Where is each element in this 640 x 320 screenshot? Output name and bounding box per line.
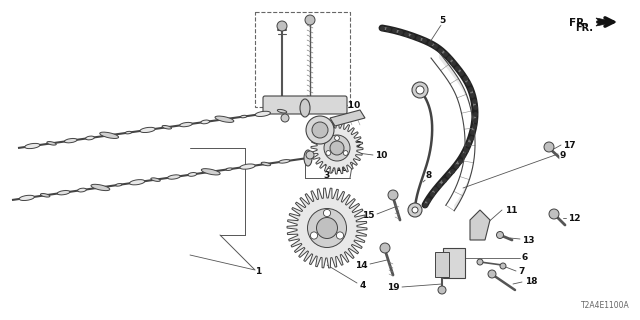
- Circle shape: [326, 151, 331, 156]
- Circle shape: [500, 263, 506, 269]
- Circle shape: [281, 114, 289, 122]
- Text: T2A4E1100A: T2A4E1100A: [581, 301, 630, 310]
- Polygon shape: [287, 188, 367, 268]
- Circle shape: [307, 209, 346, 247]
- Circle shape: [380, 243, 390, 253]
- Ellipse shape: [47, 141, 56, 145]
- Ellipse shape: [40, 194, 50, 197]
- Polygon shape: [470, 210, 490, 240]
- Circle shape: [306, 116, 334, 144]
- Circle shape: [312, 122, 328, 138]
- Text: 12: 12: [568, 213, 580, 222]
- Text: 13: 13: [522, 236, 534, 244]
- Ellipse shape: [240, 164, 255, 169]
- Circle shape: [305, 15, 315, 25]
- Text: 14: 14: [355, 260, 368, 269]
- Ellipse shape: [304, 150, 312, 166]
- Polygon shape: [311, 122, 363, 174]
- Circle shape: [412, 82, 428, 98]
- Bar: [443, 248, 465, 278]
- Ellipse shape: [129, 180, 145, 185]
- Ellipse shape: [140, 127, 156, 132]
- Circle shape: [497, 231, 504, 238]
- Ellipse shape: [77, 188, 86, 192]
- Text: 16: 16: [335, 164, 348, 172]
- Circle shape: [544, 142, 554, 152]
- Text: E-10: E-10: [338, 100, 360, 109]
- Ellipse shape: [202, 169, 220, 175]
- Circle shape: [388, 190, 398, 200]
- Ellipse shape: [255, 111, 271, 116]
- Text: 17: 17: [563, 140, 575, 149]
- Bar: [435, 252, 449, 277]
- Circle shape: [335, 136, 339, 140]
- Ellipse shape: [125, 131, 132, 134]
- Text: 8: 8: [426, 171, 432, 180]
- Ellipse shape: [151, 178, 160, 181]
- Text: 15: 15: [362, 211, 375, 220]
- Circle shape: [317, 218, 337, 238]
- Ellipse shape: [162, 125, 172, 129]
- Circle shape: [408, 203, 422, 217]
- Circle shape: [438, 286, 446, 294]
- Circle shape: [330, 141, 344, 155]
- Circle shape: [324, 135, 350, 161]
- Ellipse shape: [277, 109, 287, 113]
- Ellipse shape: [261, 162, 271, 166]
- Ellipse shape: [57, 190, 70, 195]
- Text: FR.: FR.: [575, 23, 593, 33]
- Circle shape: [277, 21, 287, 31]
- Ellipse shape: [116, 184, 122, 186]
- Circle shape: [343, 151, 348, 156]
- Ellipse shape: [201, 120, 209, 124]
- Circle shape: [310, 232, 317, 239]
- Text: 7: 7: [518, 268, 524, 276]
- Text: 3: 3: [324, 171, 330, 180]
- Text: 4: 4: [360, 281, 366, 290]
- Circle shape: [323, 209, 331, 217]
- Text: 10: 10: [375, 150, 387, 159]
- Text: 11: 11: [505, 205, 518, 214]
- Ellipse shape: [300, 99, 310, 117]
- Circle shape: [306, 151, 314, 159]
- Ellipse shape: [180, 123, 193, 127]
- Ellipse shape: [215, 116, 234, 122]
- Text: 1: 1: [255, 268, 261, 276]
- Text: 18: 18: [525, 277, 538, 286]
- Ellipse shape: [19, 195, 35, 201]
- Ellipse shape: [241, 115, 247, 118]
- Text: FR.: FR.: [568, 18, 588, 28]
- Text: 19: 19: [387, 283, 400, 292]
- Text: 5: 5: [439, 15, 445, 25]
- Ellipse shape: [86, 136, 94, 140]
- Circle shape: [412, 207, 418, 213]
- Ellipse shape: [279, 160, 290, 163]
- Ellipse shape: [188, 172, 196, 176]
- Ellipse shape: [168, 175, 180, 179]
- Circle shape: [488, 270, 496, 278]
- Ellipse shape: [25, 143, 40, 148]
- Polygon shape: [330, 110, 365, 126]
- Ellipse shape: [91, 184, 110, 191]
- Circle shape: [416, 86, 424, 94]
- Text: 16: 16: [335, 211, 348, 220]
- Ellipse shape: [226, 168, 232, 171]
- Text: 2: 2: [355, 140, 361, 149]
- Text: 9: 9: [560, 150, 566, 159]
- Circle shape: [549, 209, 559, 219]
- Bar: [255, 12, 350, 107]
- Polygon shape: [596, 18, 616, 26]
- Circle shape: [337, 232, 344, 239]
- FancyBboxPatch shape: [263, 96, 347, 114]
- Text: 6: 6: [522, 253, 528, 262]
- Circle shape: [477, 259, 483, 265]
- Ellipse shape: [100, 132, 118, 139]
- Ellipse shape: [65, 139, 77, 143]
